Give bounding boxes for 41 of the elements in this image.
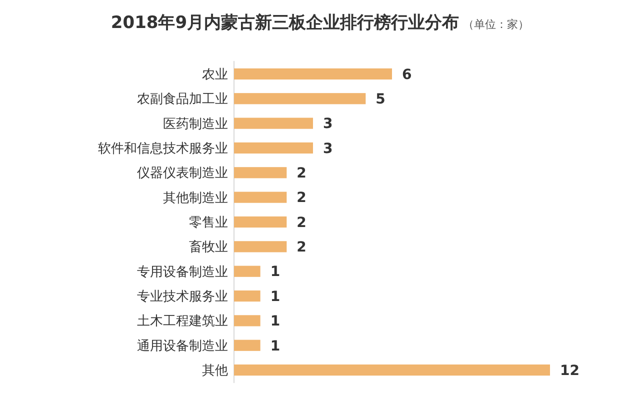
y-tick-label: 土木工程建筑业 (137, 314, 228, 330)
bar (234, 167, 287, 178)
y-tick-label: 其他制造业 (163, 190, 228, 206)
data-label: 1 (270, 288, 280, 305)
y-tick-label: 其他 (202, 364, 228, 379)
bar (234, 68, 392, 80)
chart-title: 2018年9月内蒙古新三板企业排行榜行业分布 (110, 13, 460, 33)
chart-subtitle: （单位：家） (463, 18, 530, 31)
bar (234, 142, 313, 154)
y-tick-label: 农副食品加工业 (137, 92, 228, 108)
bar (234, 364, 550, 376)
y-tick-label: 畜牧业 (189, 239, 228, 256)
data-label: 12 (560, 362, 580, 379)
bar (234, 192, 287, 203)
data-label: 2 (296, 240, 306, 256)
data-label: 1 (270, 338, 280, 354)
y-tick-label: 软件和信息技术服务业 (98, 142, 228, 157)
data-label: 3 (323, 116, 333, 132)
y-tick-label: 医药制造业 (163, 116, 228, 132)
data-label: 3 (323, 140, 333, 157)
bar (234, 315, 260, 326)
y-tick-label: 专业技术服务业 (137, 290, 228, 305)
data-label: 1 (270, 314, 280, 330)
data-label: 2 (296, 214, 306, 231)
bar (234, 93, 366, 104)
data-label: 1 (270, 264, 280, 280)
bar (234, 118, 313, 129)
bar (234, 266, 260, 277)
data-label: 6 (402, 66, 412, 83)
y-tick-label: 通用设备制造业 (137, 338, 228, 354)
data-label: 2 (296, 190, 306, 206)
y-tick-label: 农业 (202, 68, 228, 83)
y-tick-label: 仪器仪表制造业 (137, 166, 228, 182)
data-label: 2 (296, 166, 306, 182)
y-tick-label: 零售业 (189, 216, 228, 231)
bar (234, 290, 260, 302)
bar (234, 241, 287, 252)
bar (234, 340, 260, 351)
y-tick-label: 专用设备制造业 (137, 264, 228, 280)
bar (234, 216, 287, 228)
data-label: 5 (376, 92, 386, 108)
